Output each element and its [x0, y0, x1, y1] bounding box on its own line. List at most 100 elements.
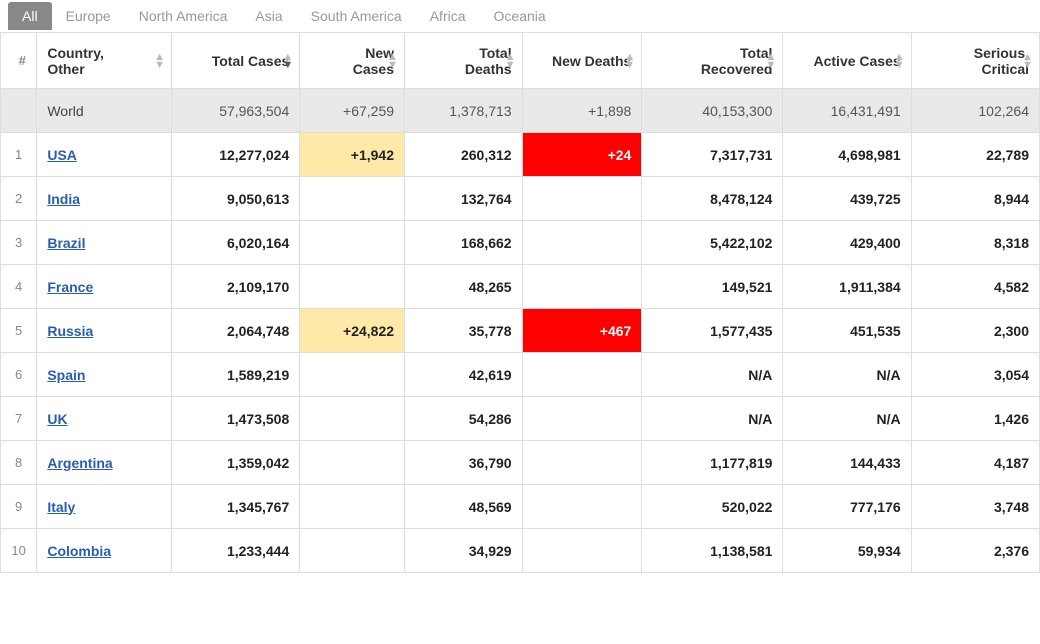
- table-row: 8Argentina1,359,04236,7901,177,819144,43…: [1, 441, 1040, 485]
- column-header-total_deaths[interactable]: Total Deaths▲▼: [405, 33, 523, 89]
- sort-icon[interactable]: ▲▼: [505, 53, 516, 69]
- table-row: 7UK1,473,50854,286N/AN/A1,426: [1, 397, 1040, 441]
- country-link[interactable]: India: [47, 191, 80, 207]
- cell-new_deaths: [522, 221, 642, 265]
- cell-total_cases: 2,064,748: [172, 309, 300, 353]
- column-header-total_recovered[interactable]: Total Recovered▲▼: [642, 33, 783, 89]
- country-link[interactable]: USA: [47, 147, 77, 163]
- cell-idx: 5: [1, 309, 37, 353]
- column-header-total_cases[interactable]: Total Cases▲▼: [172, 33, 300, 89]
- sort-icon[interactable]: ▲▼: [282, 53, 293, 69]
- cell-world-total_recovered: 40,153,300: [642, 89, 783, 133]
- cell-idx: 10: [1, 529, 37, 573]
- country-link[interactable]: Brazil: [47, 235, 85, 251]
- country-link[interactable]: Argentina: [47, 455, 112, 471]
- cell-active_cases: 451,535: [783, 309, 911, 353]
- sort-icon[interactable]: ▲▼: [894, 53, 905, 69]
- cell-new_cases: [300, 397, 405, 441]
- table-row: 4France2,109,17048,265149,5211,911,3844,…: [1, 265, 1040, 309]
- sort-icon[interactable]: ▲▼: [766, 53, 777, 69]
- cell-serious_critical: 3,054: [911, 353, 1039, 397]
- column-header-country[interactable]: Country, Other▲▼: [37, 33, 172, 89]
- cell-total_recovered: 1,177,819: [642, 441, 783, 485]
- cell-world-serious_critical: 102,264: [911, 89, 1039, 133]
- cell-new_cases: [300, 221, 405, 265]
- cell-new_deaths: [522, 265, 642, 309]
- cell-active_cases: 4,698,981: [783, 133, 911, 177]
- cell-new_deaths: [522, 485, 642, 529]
- cell-country: USA: [37, 133, 172, 177]
- cell-total_deaths: 34,929: [405, 529, 523, 573]
- column-header-idx: #: [1, 33, 37, 89]
- tab-europe[interactable]: Europe: [52, 2, 125, 30]
- cell-new_deaths: [522, 353, 642, 397]
- cell-country: UK: [37, 397, 172, 441]
- sort-icon[interactable]: ▲▼: [624, 53, 635, 69]
- cell-total_deaths: 42,619: [405, 353, 523, 397]
- table-row: 9Italy1,345,76748,569520,022777,1763,748: [1, 485, 1040, 529]
- cell-idx: 7: [1, 397, 37, 441]
- cell-new_cases: +1,942: [300, 133, 405, 177]
- cell-total_deaths: 260,312: [405, 133, 523, 177]
- cell-new_cases: [300, 485, 405, 529]
- column-header-new_cases[interactable]: New Cases▲▼: [300, 33, 405, 89]
- cell-idx: 6: [1, 353, 37, 397]
- cell-active_cases: N/A: [783, 353, 911, 397]
- cell-new_deaths: [522, 397, 642, 441]
- cell-new_cases: [300, 177, 405, 221]
- tab-oceania[interactable]: Oceania: [480, 2, 560, 30]
- cell-total_deaths: 132,764: [405, 177, 523, 221]
- country-link[interactable]: UK: [47, 411, 67, 427]
- cell-country: India: [37, 177, 172, 221]
- country-link[interactable]: Italy: [47, 499, 75, 515]
- column-header-label: New Deaths: [552, 53, 631, 69]
- cell-world-idx: [1, 89, 37, 133]
- cell-total_cases: 9,050,613: [172, 177, 300, 221]
- cell-total_recovered: 7,317,731: [642, 133, 783, 177]
- cell-serious_critical: 2,300: [911, 309, 1039, 353]
- cell-country: France: [37, 265, 172, 309]
- column-header-active_cases[interactable]: Active Cases▲▼: [783, 33, 911, 89]
- tab-africa[interactable]: Africa: [416, 2, 480, 30]
- cell-total_recovered: 5,422,102: [642, 221, 783, 265]
- cell-world-new_deaths: +1,898: [522, 89, 642, 133]
- sort-icon[interactable]: ▲▼: [387, 53, 398, 69]
- tab-asia[interactable]: Asia: [241, 2, 296, 30]
- tab-all[interactable]: All: [8, 2, 52, 30]
- column-header-serious_critical[interactable]: Serious, Critical▲▼: [911, 33, 1039, 89]
- cell-total_cases: 2,109,170: [172, 265, 300, 309]
- cell-idx: 8: [1, 441, 37, 485]
- table-row: 6Spain1,589,21942,619N/AN/A3,054: [1, 353, 1040, 397]
- cell-total_recovered: N/A: [642, 397, 783, 441]
- country-link[interactable]: Russia: [47, 323, 93, 339]
- cell-new_cases: [300, 529, 405, 573]
- sort-icon[interactable]: ▲▼: [1022, 53, 1033, 69]
- cell-idx: 1: [1, 133, 37, 177]
- tab-north-america[interactable]: North America: [125, 2, 242, 30]
- cell-country: Brazil: [37, 221, 172, 265]
- cell-total_deaths: 36,790: [405, 441, 523, 485]
- cell-new_deaths: [522, 441, 642, 485]
- cell-total_cases: 1,473,508: [172, 397, 300, 441]
- cell-world-total_deaths: 1,378,713: [405, 89, 523, 133]
- country-link[interactable]: Spain: [47, 367, 85, 383]
- cell-serious_critical: 22,789: [911, 133, 1039, 177]
- cell-total_recovered: 149,521: [642, 265, 783, 309]
- tab-south-america[interactable]: South America: [297, 2, 416, 30]
- table-row: 1USA12,277,024+1,942260,312+247,317,7314…: [1, 133, 1040, 177]
- table-row: 5Russia2,064,748+24,82235,778+4671,577,4…: [1, 309, 1040, 353]
- country-link[interactable]: France: [47, 279, 93, 295]
- cell-total_cases: 12,277,024: [172, 133, 300, 177]
- sort-icon[interactable]: ▲▼: [154, 53, 165, 69]
- region-tabs: AllEuropeNorth AmericaAsiaSouth AmericaA…: [0, 0, 1040, 32]
- cell-active_cases: 429,400: [783, 221, 911, 265]
- cell-serious_critical: 8,318: [911, 221, 1039, 265]
- cell-new_cases: [300, 441, 405, 485]
- cell-active_cases: 144,433: [783, 441, 911, 485]
- country-link[interactable]: Colombia: [47, 543, 111, 559]
- cell-total_cases: 1,589,219: [172, 353, 300, 397]
- cell-active_cases: 59,934: [783, 529, 911, 573]
- column-header-new_deaths[interactable]: New Deaths▲▼: [522, 33, 642, 89]
- cell-new_cases: [300, 265, 405, 309]
- cell-idx: 9: [1, 485, 37, 529]
